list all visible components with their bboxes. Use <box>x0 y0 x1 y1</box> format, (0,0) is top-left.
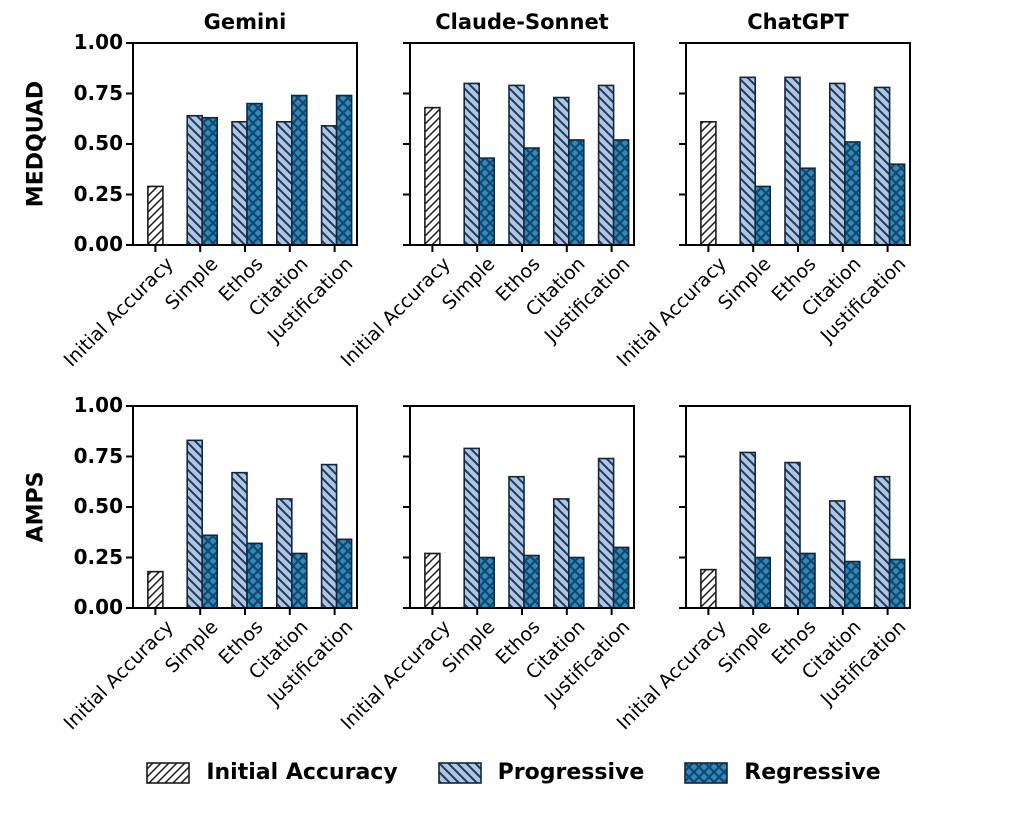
initial-accuracy-swatch-icon <box>146 761 191 784</box>
bar-regressive-Citation <box>291 94 308 246</box>
legend: Initial Accuracy Progressive Regressive <box>0 760 1027 785</box>
subplot-MEDQUAD-Gemini <box>126 42 358 252</box>
bar-regressive-Justification <box>888 163 906 246</box>
legend-label-initial-accuracy: Initial Accuracy <box>206 760 398 785</box>
bar-regressive-Citation <box>844 141 861 246</box>
x-tick-label: Initial Accuracy <box>59 253 178 372</box>
bar-initial-Initial Accuracy <box>700 568 717 609</box>
bar-progressive-Justification <box>873 475 891 609</box>
bar-regressive-Simple <box>478 157 495 246</box>
bar-progressive-Ethos <box>508 475 525 609</box>
bar-regressive-Simple <box>201 116 218 246</box>
y-tick-label: 0.50 <box>73 494 123 518</box>
subplot-MEDQUAD-Claude-Sonnet <box>403 42 635 252</box>
bar-regressive-Ethos <box>799 552 816 609</box>
regressive-swatch-icon <box>684 761 729 784</box>
subplot-MEDQUAD-ChatGPT <box>679 42 911 252</box>
bar-progressive-Citation <box>276 498 293 609</box>
y-tick-label: 0.25 <box>73 181 123 206</box>
y-tick-label: 0.75 <box>73 80 123 105</box>
progressive-swatch-icon <box>437 761 482 784</box>
bar-progressive-Ethos <box>231 120 248 246</box>
bar-regressive-Justification <box>888 558 906 609</box>
bar-regressive-Justification <box>335 94 353 246</box>
subplot-title-Gemini: Gemini <box>203 10 287 34</box>
y-tick-label: 1.00 <box>73 393 123 417</box>
bar-progressive-Citation <box>553 96 570 246</box>
bar-regressive-Justification <box>612 139 630 246</box>
bar-progressive-Ethos <box>784 461 801 609</box>
bar-initial-Initial Accuracy <box>424 106 441 246</box>
bar-regressive-Justification <box>612 546 630 609</box>
y-tick-label: 0.75 <box>73 443 123 468</box>
bar-regressive-Citation <box>568 139 585 246</box>
y-tick-label: 0.00 <box>73 232 123 256</box>
subplot-AMPS-Claude-Sonnet <box>403 405 635 615</box>
bar-progressive-Ethos <box>784 76 801 246</box>
bar-progressive-Simple <box>463 82 481 246</box>
bar-progressive-Simple <box>739 76 757 246</box>
bar-initial-Initial Accuracy <box>424 552 441 609</box>
bar-progressive-Simple <box>463 447 481 609</box>
bar-initial-Initial Accuracy <box>147 185 164 246</box>
bar-regressive-Citation <box>291 552 308 609</box>
y-tick-label: 0.00 <box>73 595 123 619</box>
subplot-title-ChatGPT: ChatGPT <box>747 10 849 34</box>
bar-regressive-Citation <box>844 560 861 609</box>
row-label-AMPS: AMPS <box>23 471 49 543</box>
bar-progressive-Justification <box>320 125 338 246</box>
bar-initial-Initial Accuracy <box>700 120 717 246</box>
bar-regressive-Citation <box>568 556 585 609</box>
bar-regressive-Simple <box>754 556 771 609</box>
bar-progressive-Citation <box>829 82 846 246</box>
bar-progressive-Simple <box>739 451 757 609</box>
bar-progressive-Citation <box>276 120 293 246</box>
x-tick-label: Initial Accuracy <box>59 616 178 735</box>
subplot-title-Claude-Sonnet: Claude-Sonnet <box>435 10 609 34</box>
subplot-AMPS-ChatGPT <box>679 405 911 615</box>
row-label-MEDQUAD: MEDQUAD <box>23 80 49 208</box>
legend-item-progressive: Progressive <box>437 760 645 785</box>
bar-progressive-Justification <box>873 86 891 246</box>
bar-progressive-Simple <box>186 114 204 246</box>
bar-progressive-Ethos <box>231 471 248 609</box>
y-tick-label: 0.50 <box>73 131 123 155</box>
bar-regressive-Ethos <box>523 554 540 609</box>
legend-label-regressive: Regressive <box>744 760 881 785</box>
bar-initial-Initial Accuracy <box>147 570 164 609</box>
subplot-AMPS-Gemini <box>126 405 358 615</box>
bar-progressive-Ethos <box>508 84 525 246</box>
bar-regressive-Justification <box>335 538 353 609</box>
bar-regressive-Ethos <box>799 167 816 246</box>
bar-progressive-Citation <box>829 500 846 609</box>
bar-regressive-Simple <box>754 185 771 246</box>
bar-regressive-Ethos <box>523 147 540 246</box>
y-tick-label: 1.00 <box>73 30 123 54</box>
bar-progressive-Citation <box>553 498 570 609</box>
bar-progressive-Simple <box>186 439 204 609</box>
bar-regressive-Ethos <box>246 542 263 609</box>
bar-progressive-Justification <box>597 457 615 609</box>
legend-label-progressive: Progressive <box>497 760 645 785</box>
legend-item-regressive: Regressive <box>684 760 881 785</box>
bar-regressive-Simple <box>201 534 218 609</box>
bar-progressive-Justification <box>597 84 615 246</box>
legend-item-initial-accuracy: Initial Accuracy <box>146 760 398 785</box>
bar-progressive-Justification <box>320 463 338 609</box>
y-tick-label: 0.25 <box>73 544 123 569</box>
bar-regressive-Simple <box>478 556 495 609</box>
bar-regressive-Ethos <box>246 102 263 246</box>
